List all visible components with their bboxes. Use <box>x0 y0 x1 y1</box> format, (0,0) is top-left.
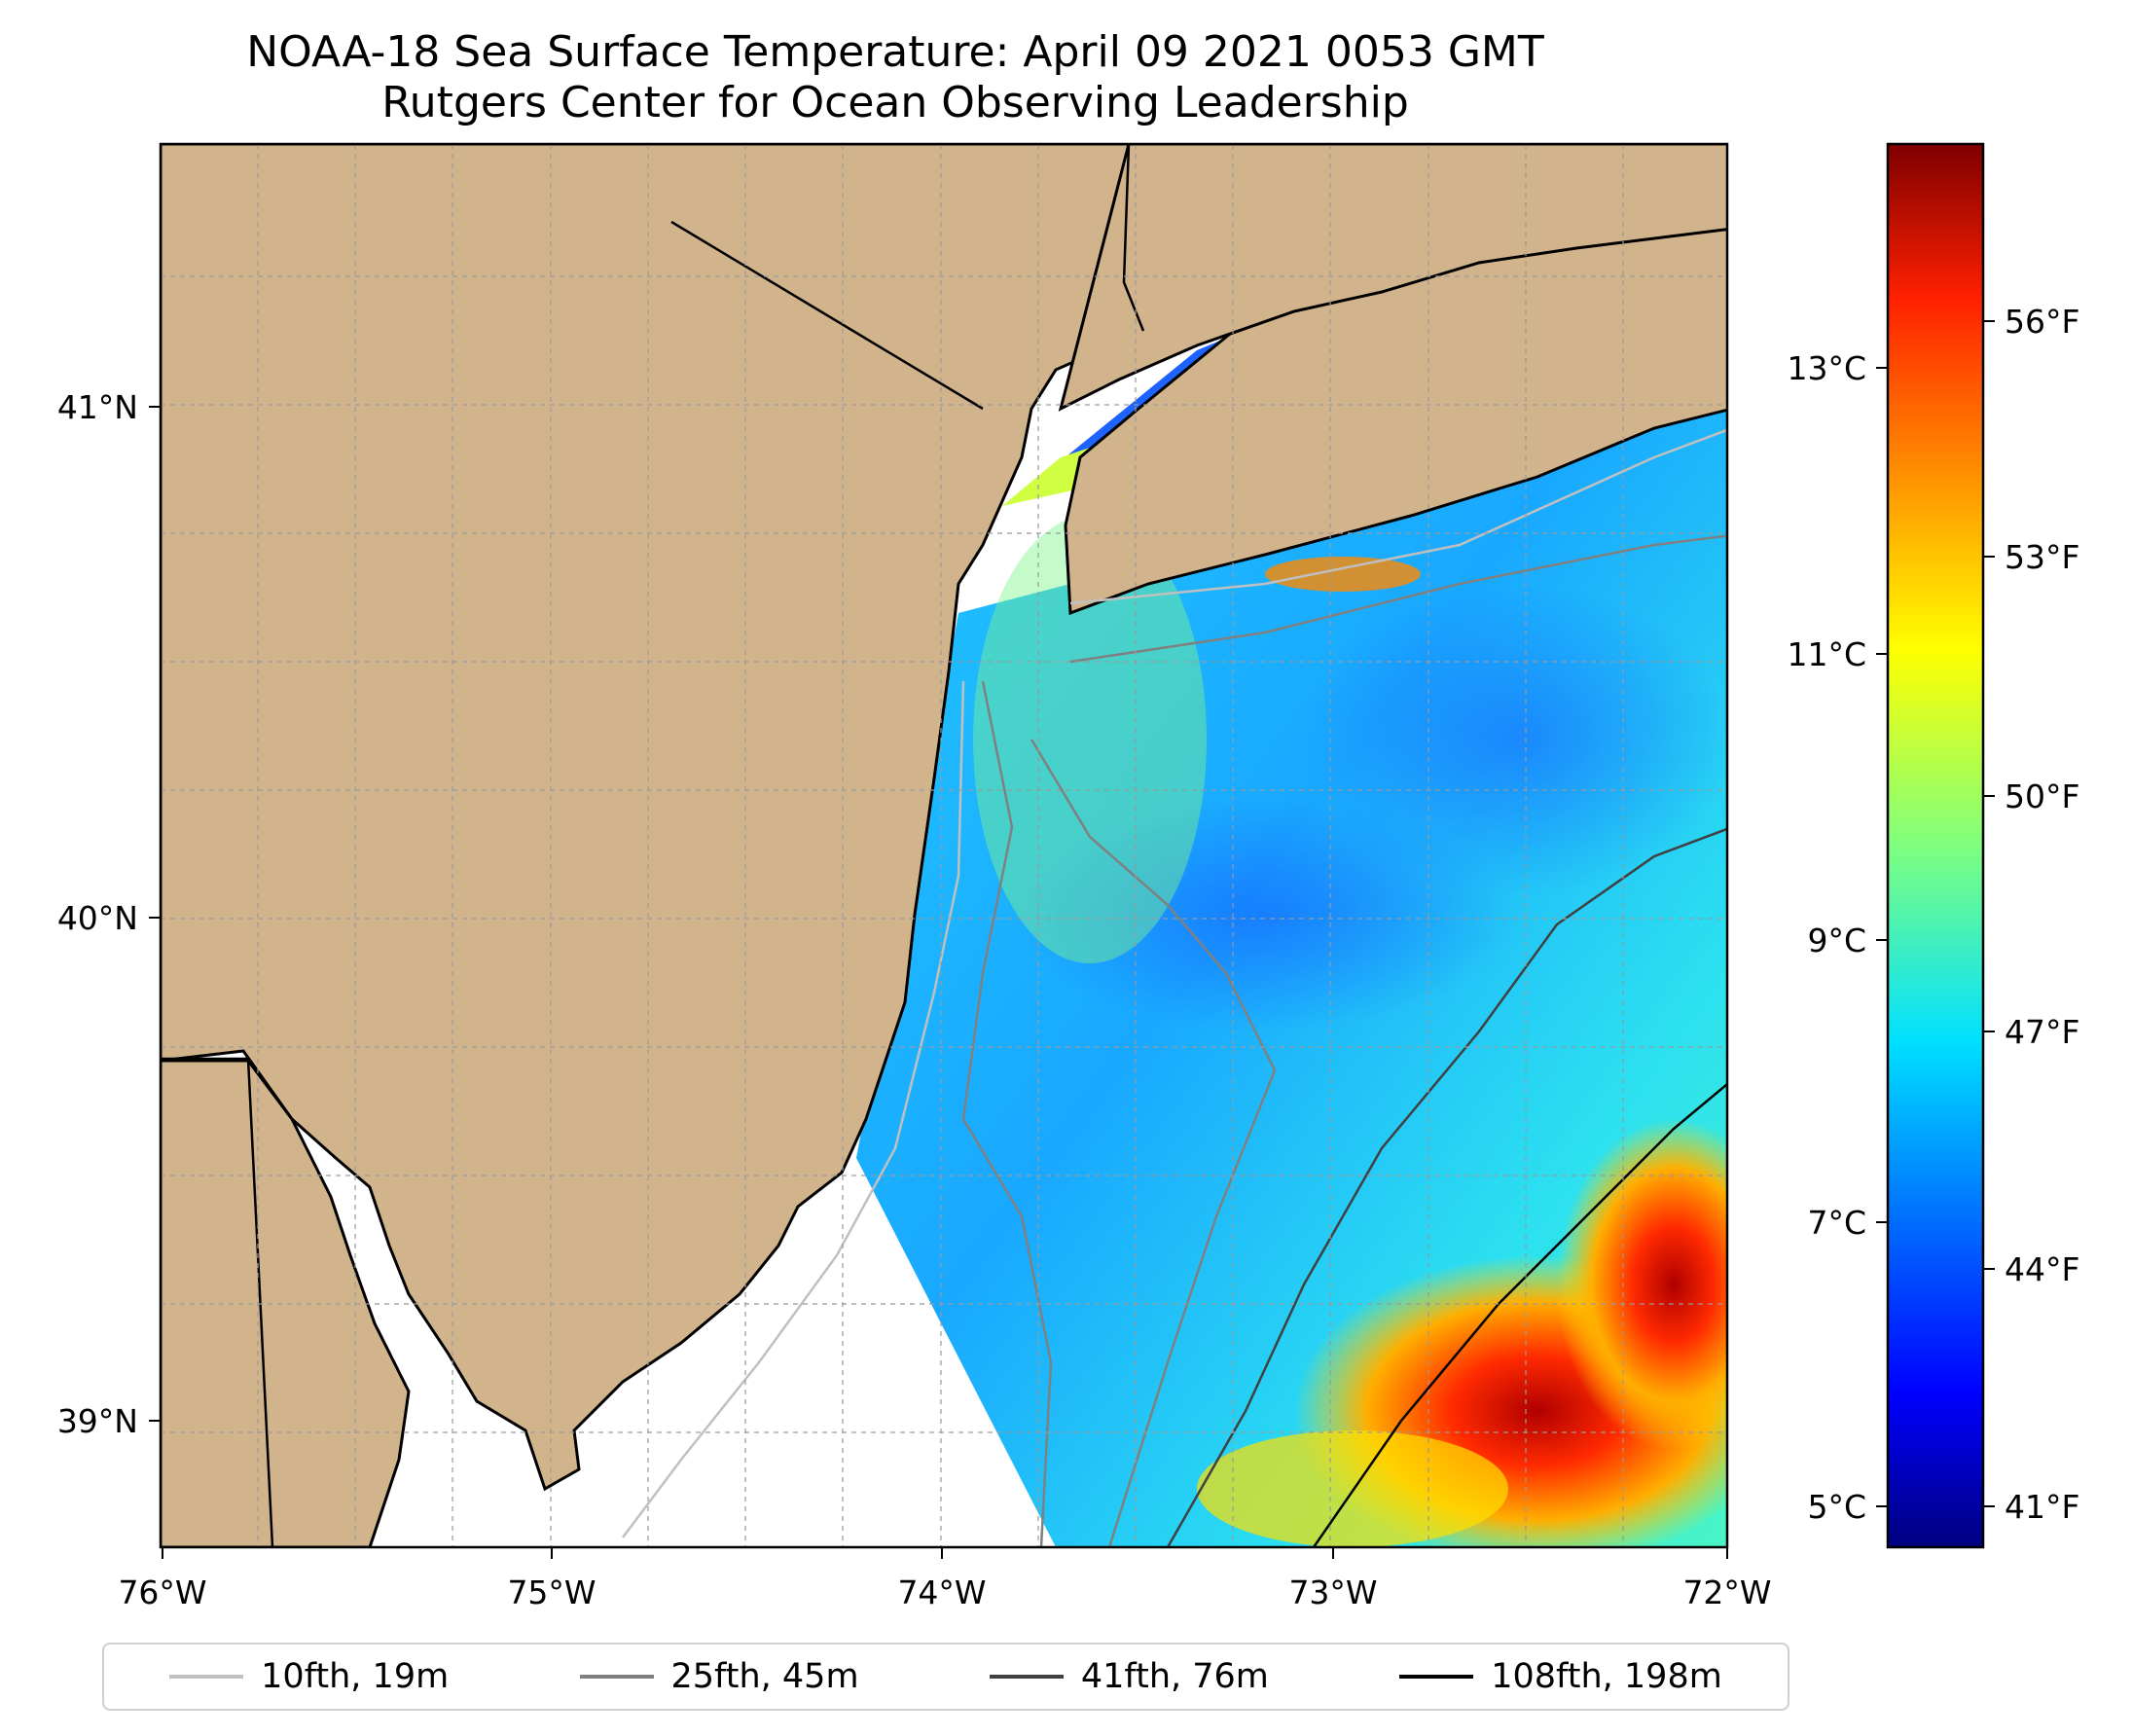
fahrenheit-tick-label: 44°F <box>2005 1250 2079 1288</box>
gridlines <box>161 144 1727 1547</box>
celsius-tick-label: 11°C <box>1787 635 1866 673</box>
celsius-tick-label: 9°C <box>1807 922 1866 959</box>
bathymetry-contours <box>622 428 1727 1547</box>
contour-41fth <box>1166 827 1727 1547</box>
celsius-tick-label: 5°C <box>1807 1488 1866 1526</box>
fahrenheit-tick-label: 47°F <box>2005 1013 2079 1051</box>
fahrenheit-tick-label: 50°F <box>2005 778 2079 815</box>
lat-tick-label: 40°N <box>57 899 138 937</box>
lon-tick-label: 72°W <box>1682 1573 1771 1611</box>
map-area <box>161 144 1727 1547</box>
legend-item-25fth: 25fth, 45m <box>579 1657 859 1696</box>
contour-25fth <box>1069 534 1727 664</box>
fahrenheit-tick-label: 53°F <box>2005 538 2079 576</box>
fahrenheit-tick-label: 41°F <box>2005 1488 2079 1526</box>
contour-legend: 10fth, 19m 25fth, 45m 41fth, 76m 108fth,… <box>102 1643 1789 1711</box>
legend-swatch <box>169 1675 244 1679</box>
contour-25fth <box>961 680 1053 1547</box>
fahrenheit-tick-label: 56°F <box>2005 303 2079 341</box>
axis-ticks <box>149 406 1728 1559</box>
lat-tick-label: 39°N <box>57 1402 138 1440</box>
celsius-tick-label: 13°C <box>1787 349 1866 387</box>
legend-item-41fth: 41fth, 76m <box>989 1657 1269 1696</box>
lon-tick-label: 73°W <box>1288 1573 1377 1611</box>
colorbar-gradient <box>1886 142 1985 1549</box>
legend-label: 108fth, 198m <box>1491 1657 1722 1696</box>
contour-10fth <box>1069 428 1727 605</box>
legend-swatch <box>989 1675 1064 1679</box>
legend-item-108fth: 108fth, 198m <box>1399 1657 1722 1696</box>
legend-label: 41fth, 76m <box>1080 1657 1269 1696</box>
legend-swatch <box>1399 1675 1474 1679</box>
state-borders <box>161 144 1145 1547</box>
legend-item-10fth: 10fth, 19m <box>169 1657 449 1696</box>
colorbar: 13°C 11°C 9°C 7°C 5°C 56°F 53°F 50°F 47°… <box>1787 142 2079 1549</box>
legend-label: 25fth, 45m <box>670 1657 859 1696</box>
lat-tick-label: 41°N <box>57 388 138 426</box>
map-subtitle: Rutgers Center for Ocean Observing Leade… <box>381 78 1409 127</box>
contour-10fth <box>622 680 965 1538</box>
legend-swatch <box>579 1675 654 1679</box>
map-frame <box>159 142 1729 1549</box>
land <box>161 144 1727 1547</box>
contour-25fth <box>1030 739 1277 1547</box>
lon-tick-label: 76°W <box>118 1573 206 1611</box>
contour-108fth <box>1312 1082 1727 1547</box>
lon-tick-label: 74°W <box>897 1573 986 1611</box>
celsius-tick-label: 7°C <box>1807 1204 1866 1242</box>
lon-tick-label: 75°W <box>507 1573 596 1611</box>
map-title: NOAA-18 Sea Surface Temperature: April 0… <box>246 27 1544 77</box>
legend-label: 10fth, 19m <box>261 1657 450 1696</box>
